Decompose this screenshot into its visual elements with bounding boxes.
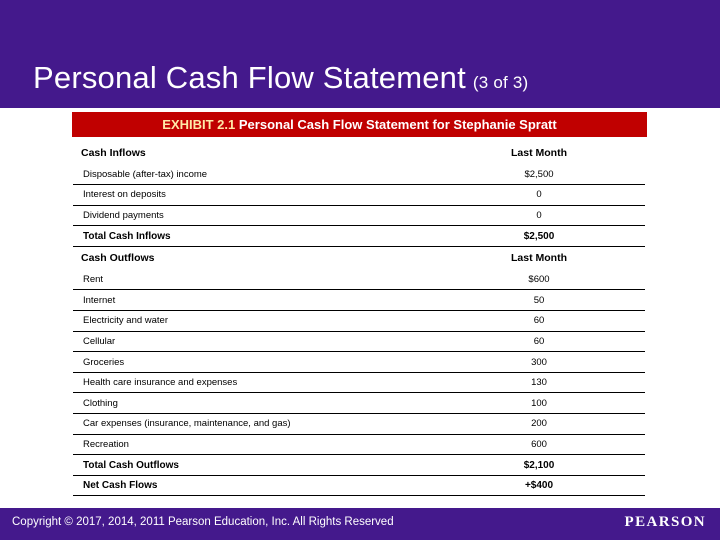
section-header-label: Cash Inflows [81,146,146,159]
total-value: $2,100 [475,454,645,476]
row-value: 130 [475,372,645,394]
table-row: Electricity and water 60 [73,310,645,332]
row-value: 50 [475,289,645,312]
table-row: Health care insurance and expenses 130 [73,372,645,394]
table-row: Rent $600 [73,269,645,291]
row-label: Cellular [73,331,475,353]
row-label: Recreation [73,434,475,456]
row-label: Disposable (after-tax) income [73,164,475,186]
total-value: $2,500 [475,225,645,247]
footer-band [0,508,720,540]
section-header-value: Last Month [511,146,567,159]
table-row: Interest on deposits 0 [73,184,645,206]
table-total-row: Total Cash Inflows $2,500 [73,225,645,247]
row-label: Car expenses (insurance, maintenance, an… [73,413,475,435]
title-band [0,0,720,108]
table-row: Cellular 60 [73,331,645,353]
row-value: 300 [475,351,645,373]
table-total-row: Total Cash Outflows $2,100 [73,454,645,476]
table-row: Groceries 300 [73,351,645,373]
table-row: Clothing 100 [73,392,645,415]
row-value: 60 [475,310,645,332]
exhibit-caption: EXHIBIT 2.1 Personal Cash Flow Statement… [162,117,556,132]
row-value: 200 [475,413,645,435]
row-label: Groceries [73,351,475,373]
cash-flow-statement-table: Cash Inflows Last Month Disposable (afte… [73,141,645,497]
row-value: 100 [475,392,645,415]
row-value: 60 [475,331,645,353]
row-label: Interest on deposits [73,184,475,206]
exhibit-number: EXHIBIT 2.1 [162,117,236,132]
row-value: $600 [475,269,645,291]
table-section-header: Cash Inflows Last Month [73,141,645,164]
table-row: Dividend payments 0 [73,205,645,227]
row-label: Dividend payments [73,205,475,227]
table-section-header: Cash Outflows Last Month [73,246,645,269]
section-header-value: Last Month [511,252,567,265]
page-title: Personal Cash Flow Statement (3 of 3) [33,60,528,96]
net-value: +$400 [475,475,645,497]
row-value: 600 [475,434,645,456]
row-label: Clothing [73,392,475,415]
section-header-label: Cash Outflows [81,252,155,265]
pearson-logo: PEARSON [624,514,706,530]
table-row: Recreation 600 [73,434,645,456]
page-title-text: Personal Cash Flow Statement [33,60,466,95]
total-label: Total Cash Outflows [73,454,475,476]
row-label: Health care insurance and expenses [73,372,475,394]
exhibit-caption-bar: EXHIBIT 2.1 Personal Cash Flow Statement… [72,112,647,137]
exhibit-caption-text: Personal Cash Flow Statement for Stephan… [238,117,557,132]
page-title-count: (3 of 3) [472,73,529,92]
table-row: Disposable (after-tax) income $2,500 [73,164,645,186]
copyright-notice: Copyright © 2017, 2014, 2011 Pearson Edu… [12,516,394,528]
row-value: $2,500 [475,164,645,186]
row-value: 0 [475,205,645,227]
net-label: Net Cash Flows [73,475,475,497]
row-value: 0 [475,184,645,206]
row-label: Internet [73,289,475,312]
row-label: Rent [73,269,475,291]
table-row: Car expenses (insurance, maintenance, an… [73,413,645,435]
row-label: Electricity and water [73,310,475,332]
table-net-row: Net Cash Flows +$400 [73,475,645,497]
total-label: Total Cash Inflows [73,225,475,247]
table-row: Internet 50 [73,289,645,312]
